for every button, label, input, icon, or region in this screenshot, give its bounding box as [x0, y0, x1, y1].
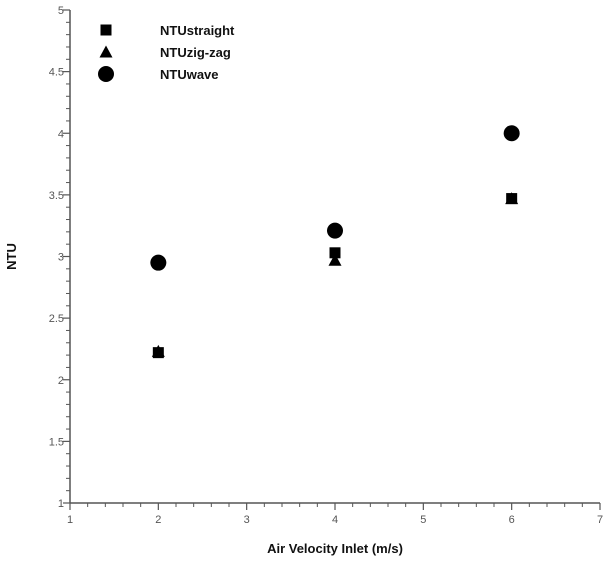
- data-points: [150, 125, 520, 359]
- legend-square-icon: [100, 24, 112, 36]
- y-tick-label: 1: [58, 498, 64, 510]
- square-point: [152, 347, 164, 359]
- square-point: [506, 193, 518, 205]
- circle-point: [327, 222, 343, 239]
- y-tick-label: 3: [58, 252, 64, 264]
- y-tick-label: 2.5: [49, 313, 64, 325]
- x-tick-label: 6: [509, 514, 515, 526]
- ticks: 1 2 3 4 5 6 7 1 1.5 2 2.5 3 3.5 4 4.5 5: [49, 5, 603, 526]
- x-tick-label: 1: [67, 514, 73, 526]
- y-tick-label: 3.5: [49, 190, 64, 202]
- x-tick-label: 2: [155, 514, 161, 526]
- circle-point: [150, 254, 167, 271]
- legend-label: NTUwave: [160, 67, 219, 82]
- x-tick-label: 4: [332, 514, 338, 526]
- legend-triangle-icon: [99, 45, 113, 58]
- square-point: [329, 247, 341, 259]
- x-axis-title: Air Velocity Inlet (m/s): [267, 541, 403, 556]
- y-tick-label: 4: [58, 128, 64, 140]
- x-tick-label: 7: [597, 514, 603, 526]
- circle-point: [503, 125, 520, 142]
- y-tick-label: 2: [58, 375, 64, 387]
- triangle-point: [328, 253, 342, 266]
- x-tick-label: 3: [244, 514, 250, 526]
- legend-label: NTUstraight: [160, 23, 235, 38]
- y-axis-title: NTU: [4, 243, 19, 270]
- y-tick-label: 4.5: [49, 67, 64, 79]
- y-tick-label: 1.5: [49, 436, 64, 448]
- legend-label: NTUzig-zag: [160, 45, 231, 60]
- x-tick-label: 5: [420, 514, 426, 526]
- y-tick-label: 5: [58, 5, 64, 17]
- legend-circle-icon: [98, 66, 114, 82]
- legend: NTUstraight NTUzig-zag NTUwave: [98, 23, 235, 82]
